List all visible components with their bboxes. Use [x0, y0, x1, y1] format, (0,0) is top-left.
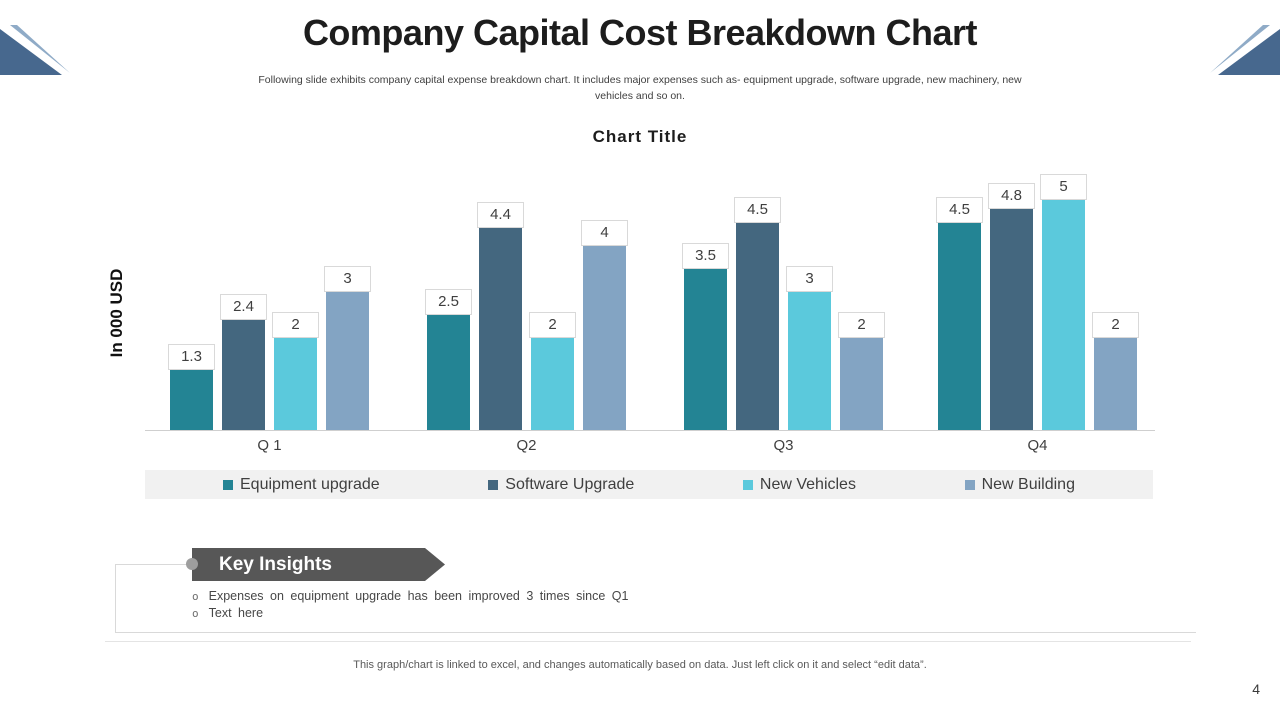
bar-Q4-s1 — [938, 223, 981, 430]
legend-label: New Vehicles — [759, 475, 856, 493]
legend-item: Equipment upgrade — [223, 476, 380, 494]
bar-value-label: 3.5 — [682, 243, 729, 269]
bar-value-label: 5 — [1040, 174, 1087, 200]
key-insights-banner: Key Insights — [192, 548, 445, 581]
insight-bullet-text: Expenses on equipment upgrade has been i… — [208, 589, 629, 603]
legend-item: Software Upgrade — [488, 476, 634, 494]
insight-box-border — [115, 564, 1196, 633]
bar-value-label: 4.5 — [734, 197, 781, 223]
bar-Q4-s3 — [1042, 200, 1085, 430]
bar-value-label: 2.4 — [220, 294, 267, 320]
insight-bullet: o Expenses on equipment upgrade has been … — [192, 589, 892, 603]
plot-area: 1.3 2.4 2 3 2.5 4.4 2 4 3.5 4.5 3 2 4.5 4.8 5 2 — [145, 160, 1155, 431]
bar-value-label: 2 — [272, 312, 319, 338]
legend-marker-icon — [223, 479, 233, 490]
x-axis-label: Q2 — [516, 437, 537, 454]
insight-box-top-border — [115, 564, 192, 565]
bar-value-label: 4 — [581, 220, 628, 246]
x-axis-label: Q4 — [1027, 437, 1048, 454]
key-insights-heading: Key Insights — [219, 554, 332, 575]
footer-divider — [105, 641, 1191, 642]
bar-Q1-s4 — [326, 292, 369, 430]
bullet-marker-icon: o — [192, 590, 199, 603]
bar-Q3-s1 — [684, 269, 727, 430]
bar-value-label: 2.5 — [425, 289, 472, 315]
bar-value-label: 2 — [529, 312, 576, 338]
chart-title: Chart Title — [592, 127, 688, 146]
bar-value-label: 4.5 — [936, 197, 983, 223]
page-subtitle: Following slide exhibits company capital… — [258, 74, 1022, 103]
insight-bullet-text: Text here — [208, 606, 264, 620]
insight-dot — [186, 558, 198, 570]
bar-value-label: 3 — [324, 266, 371, 292]
legend-label: Equipment upgrade — [240, 475, 380, 493]
page-number: 4 — [1252, 681, 1260, 697]
legend-item: New Vehicles — [742, 475, 856, 494]
bullet-marker-icon: o — [192, 607, 199, 620]
bar-Q1-s1 — [170, 370, 213, 430]
legend-item: New Building — [964, 475, 1075, 494]
bar-Q3-s2 — [736, 223, 779, 430]
x-axis-label: Q3 — [773, 437, 794, 454]
bar-value-label: 4.4 — [477, 202, 524, 228]
chart-legend: Equipment upgrade Software Upgrade New Veh… — [145, 470, 1153, 499]
bar-Q2-s4 — [583, 246, 626, 430]
bar-Q2-s1 — [427, 315, 470, 430]
bar-Q1-s3 — [274, 338, 317, 430]
bar-Q2-s3 — [531, 338, 574, 430]
bar-Q3-s4 — [840, 338, 883, 430]
legend-marker-icon — [488, 479, 499, 490]
legend-marker-icon — [964, 479, 975, 490]
legend-label: Software Upgrade — [505, 475, 635, 493]
bar-Q4-s2 — [990, 209, 1033, 430]
x-axis-category-row: Q 1 Q2 Q3 Q4 — [145, 437, 1155, 457]
footer-note: This graph/chart is linked to excel, and… — [353, 659, 927, 671]
bar-value-label: 3 — [786, 266, 833, 292]
page-title: Company Capital Cost Breakdown Chart — [302, 12, 978, 53]
bar-value-label: 1.3 — [168, 344, 215, 370]
chart-y-axis-label: In 000 USD — [107, 268, 126, 358]
bar-Q4-s4 — [1094, 338, 1137, 430]
bar-Q2-s2 — [479, 228, 522, 430]
bar-Q3-s3 — [788, 292, 831, 430]
legend-marker-icon — [742, 479, 753, 490]
bar-value-label: 2 — [838, 312, 885, 338]
corner-triangle-left-icon — [0, 25, 70, 75]
insight-bullet: o Text here — [192, 606, 892, 620]
insight-bullet-list: o Expenses on equipment upgrade has been … — [192, 589, 892, 623]
bar-Q1-s2 — [222, 320, 265, 430]
x-axis-label: Q 1 — [257, 437, 282, 454]
legend-label: New Building — [981, 475, 1075, 493]
bar-value-label: 4.8 — [988, 183, 1035, 209]
corner-triangle-right-icon — [1210, 25, 1280, 75]
bar-value-label: 2 — [1092, 312, 1139, 338]
